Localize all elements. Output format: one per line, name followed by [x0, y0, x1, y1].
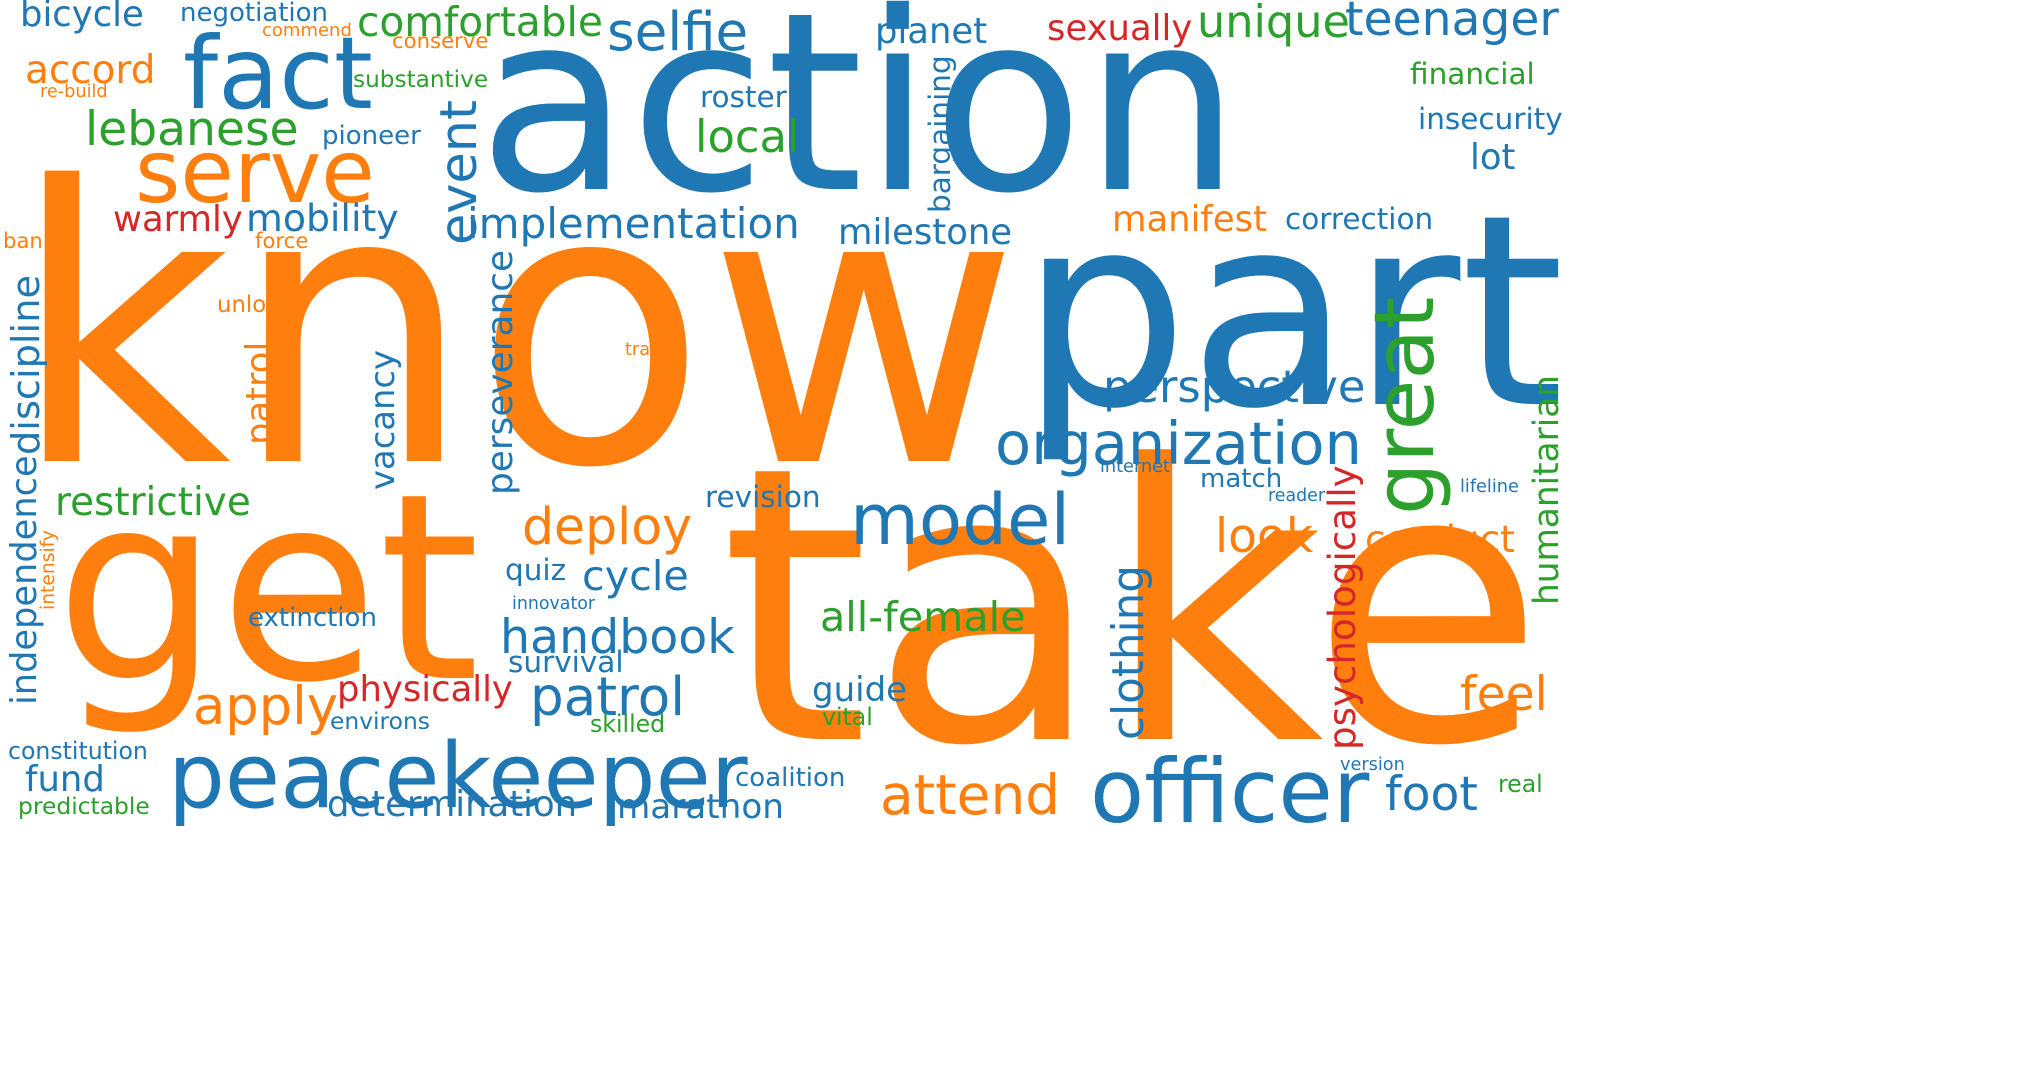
word-vacancy: vacancy [362, 349, 402, 490]
word-handbook: handbook [500, 609, 735, 665]
word-milestone: milestone [838, 212, 1013, 254]
word-financial: financial [1410, 56, 1535, 91]
word-force: force [255, 228, 309, 254]
word-peacekeeper: peacekeeper [168, 724, 748, 829]
word-substantive: substantive [353, 66, 489, 94]
word-comfortable: comfortable [357, 0, 603, 46]
word-clothing: clothing [1104, 565, 1155, 740]
word-mobility: mobility [246, 196, 399, 241]
word-get: get [55, 438, 480, 740]
word-correction: correction [1285, 201, 1434, 236]
word-great: great [1356, 296, 1453, 515]
word-selfie: selfie [607, 0, 749, 63]
word-insecurity: insecurity [1418, 101, 1563, 136]
word-conserve: conserve [392, 28, 489, 54]
word-negotiation: negotiation [180, 0, 329, 29]
word-ban: ban [3, 228, 43, 254]
word-match: match [1200, 464, 1283, 495]
word-teenager: teenager [1345, 0, 1559, 48]
word-lifeline: lifeline [1460, 476, 1519, 497]
word-lot: lot [1470, 137, 1516, 179]
word-foot: foot [1385, 767, 1478, 823]
word-internet: internet [1100, 456, 1170, 477]
word-officer: officer [1090, 740, 1370, 844]
word-restrictive: restrictive [55, 480, 251, 526]
word-unique: unique [1197, 0, 1350, 48]
word-accord: accord [25, 48, 156, 94]
word-humanitarian: humanitarian [1527, 374, 1568, 605]
word-action: action [478, 0, 1241, 249]
word-physically: physically [337, 669, 513, 711]
word-local: local [695, 109, 800, 163]
word-look: look [1215, 509, 1314, 565]
word-patrol-vertical: patrol [239, 341, 281, 445]
word-implementation: implementation [467, 198, 800, 248]
word-organization: organization [995, 408, 1362, 478]
word-innovator: innovator [512, 593, 596, 614]
word-part: part [1020, 157, 1565, 467]
word-patrol: patrol [530, 665, 685, 728]
word-pioneer: pioneer [322, 121, 421, 152]
word-feel: feel [1460, 667, 1548, 723]
word-environs: environs [330, 707, 430, 736]
word-take: take [720, 384, 1545, 829]
word-guide: guide [812, 670, 908, 710]
word-conduct: conduct [1365, 516, 1515, 561]
word-intensify: intensify [37, 530, 59, 610]
word-roster: roster [700, 79, 787, 114]
word-attend: attend [880, 762, 1061, 827]
word-constitution: constitution [8, 737, 148, 766]
word-marathon: marathon [617, 786, 784, 827]
word-commend: commend [262, 19, 352, 41]
word-quiz: quiz [505, 552, 567, 587]
word-fact: fact [183, 17, 373, 133]
word-extinction: extinction [248, 603, 377, 634]
word-apply: apply [193, 676, 338, 738]
word-discipline: discipline [4, 274, 50, 455]
word-cycle: cycle [582, 551, 689, 600]
word-unlock: unlock [217, 291, 292, 318]
word-psychologically: psychologically [1319, 465, 1364, 750]
word-vital: vital [822, 703, 873, 732]
word-bargaining: bargaining [922, 55, 957, 213]
word-real: real [1498, 770, 1543, 799]
word-all-female: all-female [820, 592, 1026, 641]
word-predictable: predictable [18, 792, 150, 821]
word-planet: planet [875, 11, 988, 53]
word-lebanese: lebanese [85, 102, 299, 158]
word-deploy: deploy [522, 497, 692, 557]
word-re-build: re-build [40, 81, 108, 102]
word-perspective: perspective [1103, 359, 1366, 413]
word-bicycle: bicycle [20, 0, 144, 36]
word-warmly: warmly [113, 199, 243, 241]
word-version: version [1340, 754, 1405, 775]
word-survival: survival [508, 644, 624, 679]
word-sexually: sexually [1047, 8, 1193, 50]
word-reader: reader [1268, 485, 1326, 506]
word-manifest: manifest [1112, 199, 1267, 241]
word-fund: fund [25, 759, 105, 801]
word-perseverance: perseverance [479, 249, 521, 495]
word-revision: revision [705, 479, 821, 514]
word-model: model [850, 477, 1071, 561]
word-know: know [10, 106, 1020, 552]
word-determination: determination [327, 784, 578, 826]
word-skilled: skilled [590, 710, 666, 739]
word-coalition: coalition [735, 763, 846, 794]
word-travel: travel [625, 339, 677, 360]
word-serve: serve [135, 120, 375, 223]
